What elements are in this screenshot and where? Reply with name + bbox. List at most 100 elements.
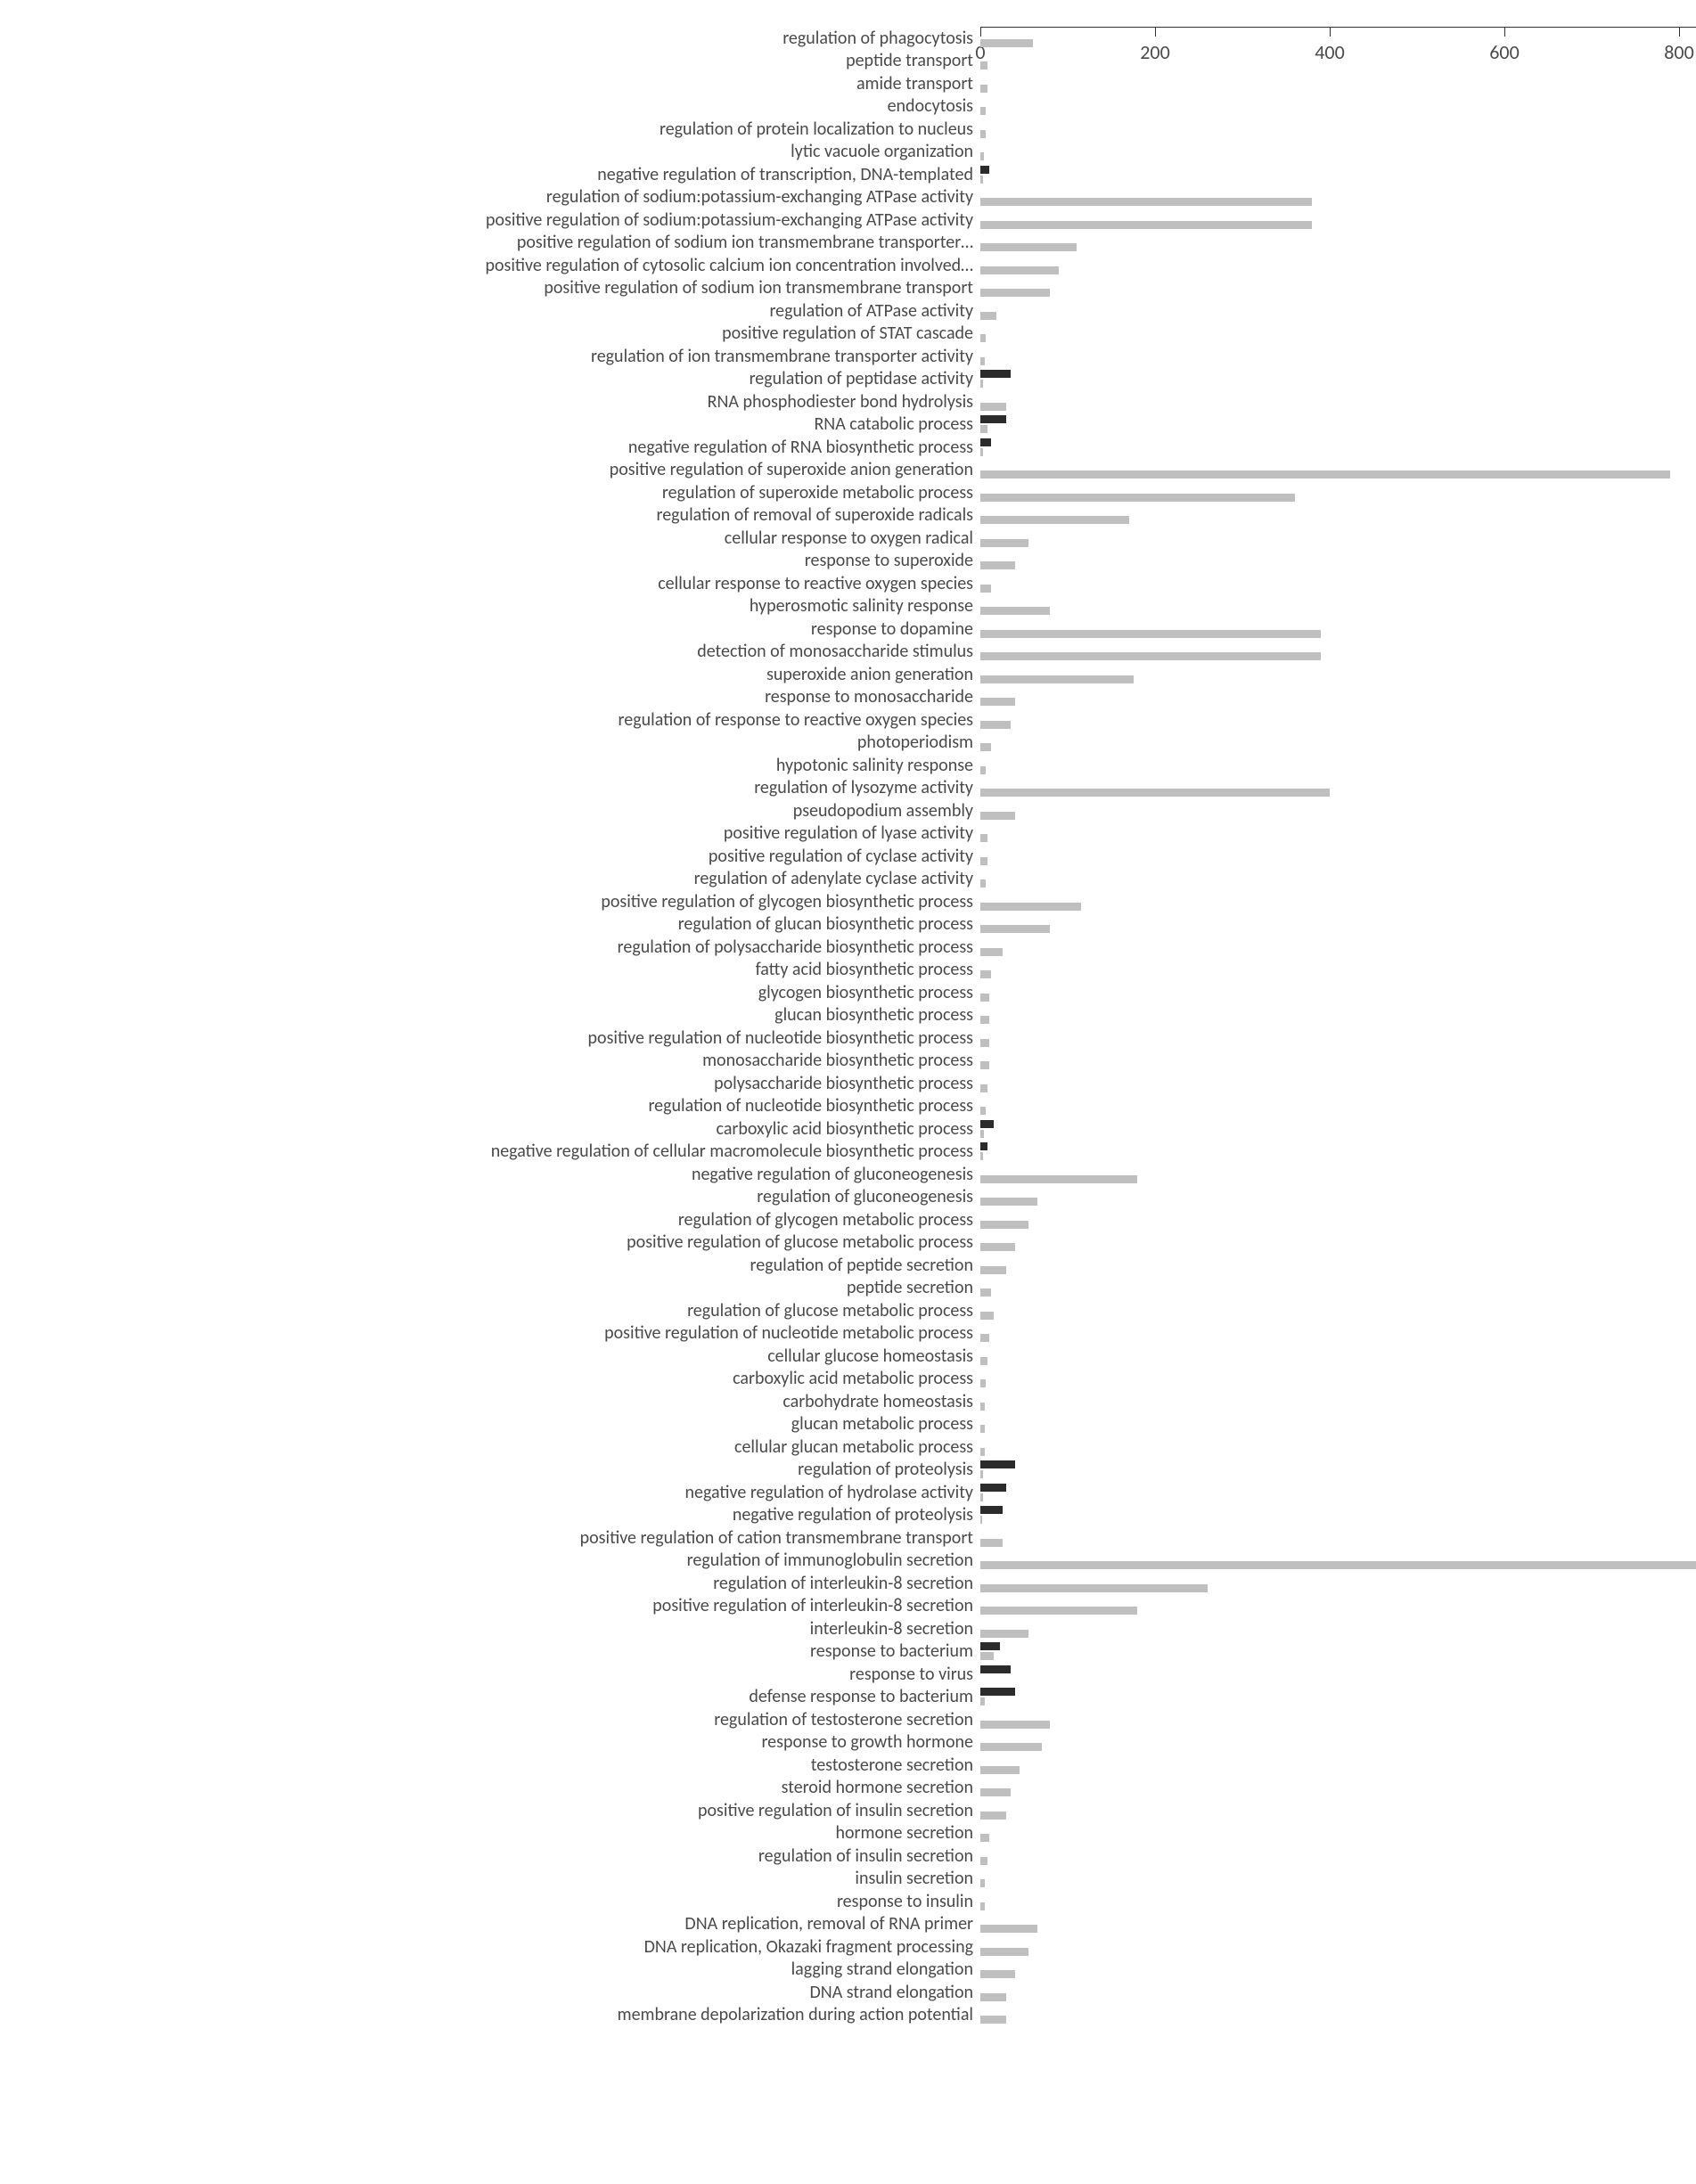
bar-tlarge (980, 1484, 1006, 1492)
go-term-label: defense response to bacterium (749, 1689, 980, 1705)
bar-ntlarge (980, 1993, 1006, 2001)
go-term-label: positive regulation of cation transmembr… (580, 1530, 980, 1546)
go-term-label: regulation of gluconeogenesis (757, 1189, 980, 1205)
bar-pair (980, 1550, 1696, 1573)
bar-ntlarge (980, 39, 1033, 47)
bar-pair (980, 1868, 1696, 1891)
table-row: hypotonic salinity response (980, 754, 1696, 777)
table-row: regulation of immunoglobulin secretion (980, 1550, 1696, 1573)
go-term-label: regulation of peptidase activity (750, 371, 980, 387)
table-row: carboxylic acid metabolic process (980, 1368, 1696, 1391)
bar-ntlarge (980, 1470, 983, 1478)
bar-ntlarge (980, 1561, 1696, 1569)
table-row: positive regulation of cation transmembr… (980, 1526, 1696, 1550)
table-row: regulation of ion transmembrane transpor… (980, 345, 1696, 368)
bar-tlarge (980, 438, 991, 446)
bar-pair (980, 1504, 1696, 1527)
bar-ntlarge (980, 994, 989, 1002)
table-row: glycogen biosynthetic process (980, 981, 1696, 1004)
table-row: endocytosis (980, 95, 1696, 119)
table-row: regulation of glycogen metabolic process (980, 1208, 1696, 1231)
table-row: regulation of adenylate cyclase activity (980, 868, 1696, 891)
bar-pair (980, 663, 1696, 686)
bar-pair (980, 1004, 1696, 1027)
go-term-label: carbohydrate homeostasis (782, 1394, 980, 1410)
bar-pair (980, 822, 1696, 846)
bar-ntlarge (980, 221, 1312, 229)
go-term-label: detection of monosaccharide stimulus (697, 643, 980, 659)
bar-ntlarge (980, 1243, 1015, 1251)
table-row: polysaccharide biosynthetic process (980, 1072, 1696, 1095)
go-term-label: positive regulation of nucleotide biosyn… (588, 1030, 980, 1046)
bar-ntlarge (980, 85, 987, 93)
table-row: positive regulation of sodium:potassium-… (980, 209, 1696, 232)
table-row: positive regulation of nucleotide biosyn… (980, 1027, 1696, 1050)
go-term-label: positive regulation of sodium ion transm… (544, 280, 980, 296)
table-row: response to monosaccharide (980, 686, 1696, 709)
bar-pair (980, 323, 1696, 346)
bar-pair (980, 1095, 1696, 1118)
bar-ntlarge (980, 1130, 984, 1138)
go-term-label: regulation of insulin secretion (758, 1848, 980, 1864)
table-row: regulation of testosterone secretion (980, 1708, 1696, 1731)
go-term-label: regulation of phagocytosis (782, 30, 980, 46)
go-term-label: peptide secretion (847, 1280, 980, 1296)
go-term-label: response to superoxide (805, 552, 980, 568)
table-row: regulation of proteolysis (980, 1459, 1696, 1482)
bar-ntlarge (980, 1107, 986, 1115)
table-row: regulation of response to reactive oxyge… (980, 708, 1696, 732)
go-term-label: cellular glucan metabolic process (734, 1439, 980, 1455)
go-term-label: DNA replication, Okazaki fragment proces… (644, 1939, 980, 1955)
table-row: regulation of peptidase activity (980, 368, 1696, 391)
table-row: positive regulation of nucleotide metabo… (980, 1322, 1696, 1346)
bar-tlarge (980, 1460, 1015, 1468)
bar-pair (980, 550, 1696, 573)
go-term-label: regulation of protein localization to nu… (660, 121, 980, 137)
bar-pair (980, 413, 1696, 437)
bar-pair (980, 459, 1696, 482)
bar-ntlarge (980, 675, 1134, 683)
table-row: interleukin-8 secretion (980, 1617, 1696, 1640)
bar-pair (980, 959, 1696, 982)
bar-pair (980, 1481, 1696, 1504)
bar-pair (980, 277, 1696, 300)
bar-pair (980, 868, 1696, 891)
bar-pair (980, 1959, 1696, 1982)
bar-pair (980, 345, 1696, 368)
bar-ntlarge (980, 1403, 985, 1411)
bar-ntlarge (980, 585, 991, 593)
table-row: positive regulation of glycogen biosynth… (980, 890, 1696, 913)
bar-ntlarge (980, 721, 1011, 729)
table-row: testosterone secretion (980, 1754, 1696, 1777)
table-row: regulation of insulin secretion (980, 1845, 1696, 1868)
table-row: monosaccharide biosynthetic process (980, 1050, 1696, 1073)
bar-ntlarge (980, 2016, 1006, 2024)
bar-pair (980, 1913, 1696, 1936)
bar-pair (980, 1845, 1696, 1868)
bar-pair (980, 299, 1696, 323)
table-row: positive regulation of lyase activity (980, 822, 1696, 846)
table-row: regulation of ATPase activity (980, 299, 1696, 323)
bar-ntlarge (980, 448, 983, 456)
bar-pair (980, 1141, 1696, 1164)
table-row: negative regulation of hydrolase activit… (980, 1481, 1696, 1504)
go-term-label: positive regulation of sodium:potassium-… (486, 212, 980, 228)
bar-ntlarge (980, 470, 1670, 479)
bar-ntlarge (980, 857, 987, 865)
bar-pair (980, 504, 1696, 528)
go-term-label: positive regulation of STAT cascade (722, 325, 980, 341)
go-term-label: negative regulation of hydrolase activit… (685, 1485, 981, 1501)
table-row: regulation of interleukin-8 secretion (980, 1572, 1696, 1595)
table-row: regulation of peptide secretion (980, 1254, 1696, 1277)
bar-ntlarge (980, 130, 986, 138)
bar-pair (980, 209, 1696, 232)
table-row: carboxylic acid biosynthetic process (980, 1117, 1696, 1141)
go-term-label: positive regulation of glucose metabolic… (627, 1234, 980, 1250)
bar-ntlarge (980, 1539, 1003, 1547)
bar-pair (980, 481, 1696, 504)
table-row: response to growth hormone (980, 1731, 1696, 1755)
go-term-label: positive regulation of glycogen biosynth… (601, 894, 980, 910)
go-term-label: positive regulation of superoxide anion … (610, 462, 980, 478)
bar-ntlarge (980, 766, 986, 774)
bar-pair (980, 1822, 1696, 1845)
